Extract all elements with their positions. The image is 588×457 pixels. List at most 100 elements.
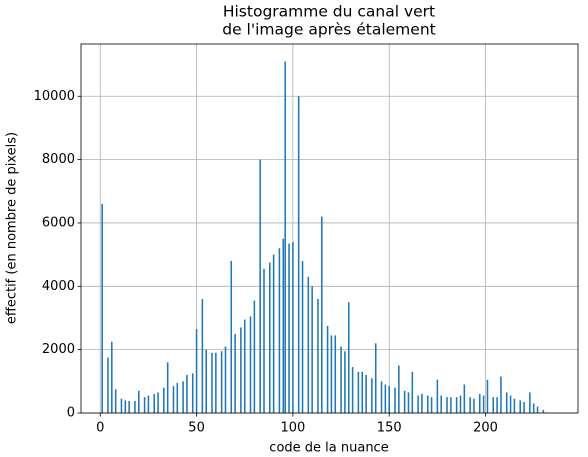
bar: [186, 374, 188, 413]
x-axis-label: code de la nuance: [269, 441, 388, 456]
bar: [111, 341, 113, 413]
bar: [523, 401, 525, 413]
bar: [536, 406, 539, 413]
bar: [147, 395, 150, 413]
bar: [182, 381, 184, 413]
bar: [191, 373, 194, 413]
x-tick-label: 200: [473, 421, 498, 436]
bar: [307, 276, 310, 413]
y-tick-label: 0: [67, 406, 75, 421]
bar: [505, 392, 508, 413]
y-tick-label: 4000: [42, 279, 75, 294]
bar: [509, 395, 512, 413]
bar: [388, 386, 390, 413]
bar: [120, 398, 123, 413]
bar: [473, 398, 475, 413]
bar: [317, 298, 319, 413]
y-tick-label: 6000: [42, 215, 75, 230]
bar: [326, 325, 329, 413]
bar: [492, 397, 495, 413]
bar: [157, 392, 159, 413]
bar: [436, 379, 439, 413]
bar: [172, 386, 175, 413]
bar: [351, 367, 354, 413]
x-tick-label: 0: [96, 421, 104, 436]
bar: [357, 371, 360, 413]
bar: [163, 387, 165, 413]
bar: [529, 392, 531, 413]
bar: [107, 357, 109, 413]
bar: [411, 371, 414, 413]
bar: [513, 398, 516, 413]
y-tick-label: 8000: [42, 152, 75, 167]
bar: [542, 409, 545, 413]
bar: [138, 390, 140, 413]
bar: [230, 260, 233, 413]
bar: [334, 335, 337, 413]
bar: [344, 351, 346, 413]
bar: [394, 387, 396, 413]
bar: [321, 216, 323, 413]
bar: [450, 397, 452, 413]
bar: [403, 390, 406, 413]
plot-frame: [80, 43, 579, 414]
y-tick-label: 2000: [42, 342, 75, 357]
bar: [519, 400, 521, 413]
chart-title: Histogramme du canal vert: [223, 3, 435, 21]
x-tick-label: 150: [377, 421, 402, 436]
bar: [374, 343, 377, 413]
bar: [365, 374, 367, 413]
bar: [240, 327, 242, 413]
bar: [124, 400, 127, 413]
y-tick-label: 10000: [34, 89, 75, 104]
bar: [340, 346, 342, 413]
bar: [361, 371, 364, 413]
bar: [469, 397, 471, 413]
bar: [288, 243, 290, 413]
bar: [446, 397, 448, 413]
bar: [195, 329, 198, 413]
bar: [284, 61, 286, 414]
bar: [301, 260, 304, 413]
bar: [128, 400, 130, 413]
bar: [176, 382, 179, 413]
bar: [253, 300, 256, 413]
bar: [384, 384, 387, 413]
bar: [234, 333, 236, 413]
bar: [272, 254, 275, 413]
bar: [259, 159, 261, 413]
bar: [114, 389, 117, 413]
x-tick-label: 100: [280, 421, 305, 436]
bar: [455, 397, 458, 413]
bar: [459, 395, 462, 413]
bar: [486, 379, 489, 413]
chart-title: de l'image après étalement: [222, 21, 435, 39]
bar: [153, 393, 155, 413]
bar: [430, 397, 433, 413]
bar: [224, 346, 227, 413]
bar: [269, 262, 271, 413]
bar: [407, 392, 410, 413]
bar: [134, 400, 136, 413]
bar: [297, 96, 300, 413]
bar: [417, 395, 419, 413]
bar: [426, 395, 429, 413]
bar: [201, 298, 204, 413]
bar: [205, 349, 207, 413]
bar: [496, 397, 498, 413]
bar: [532, 403, 535, 413]
bar: [440, 395, 442, 413]
x-tick-label: 50: [188, 421, 205, 436]
bar: [347, 302, 350, 413]
y-axis-label: effectif (en nombre de pixels): [5, 132, 20, 324]
bar: [311, 286, 313, 413]
bar: [292, 241, 294, 413]
bar: [398, 365, 400, 413]
bar: [166, 362, 169, 413]
bar: [143, 397, 146, 413]
bar: [278, 248, 281, 413]
bar: [463, 384, 466, 413]
bar: [215, 352, 217, 413]
bar: [243, 319, 246, 413]
